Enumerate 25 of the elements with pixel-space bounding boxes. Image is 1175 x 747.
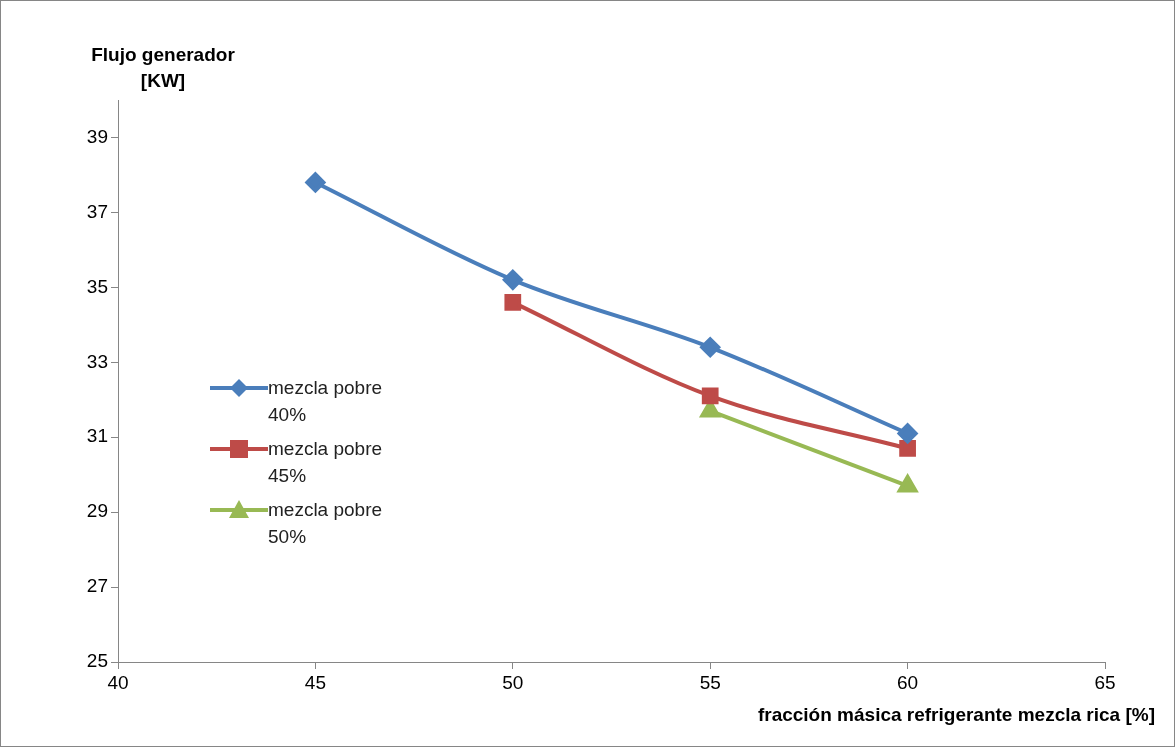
y-tick-label: 27 (86, 575, 108, 597)
x-tick-label: 40 (107, 671, 129, 693)
point (700, 337, 721, 358)
legend-label: mezcla pobre 40% (268, 376, 384, 427)
y-tick-label: 35 (86, 275, 108, 297)
y-tick-label: 25 (86, 650, 108, 672)
point (502, 269, 523, 290)
legend-label: mezcla pobre 50% (268, 498, 384, 549)
point (897, 423, 918, 444)
legend-label: mezcla pobre 45% (268, 437, 384, 488)
point (504, 293, 522, 311)
x-tick-label: 60 (897, 671, 919, 693)
point (305, 172, 326, 193)
x-tick-label: 65 (1094, 671, 1116, 693)
y-tick-label: 31 (86, 425, 108, 447)
y-tick-label: 37 (86, 200, 108, 222)
y-tick-label: 33 (86, 350, 108, 372)
x-tick-label: 55 (699, 671, 721, 693)
y-tick-label: 39 (86, 125, 108, 147)
x-tick-label: 45 (304, 671, 326, 693)
y-tick-label: 29 (86, 500, 108, 522)
x-axis-title: fracción másica refrigerante mezcla rica [%] (757, 704, 1155, 726)
y-axis-title: Flujo generador [KW] (90, 43, 236, 93)
x-tick-label: 50 (502, 671, 524, 693)
point (899, 440, 916, 457)
